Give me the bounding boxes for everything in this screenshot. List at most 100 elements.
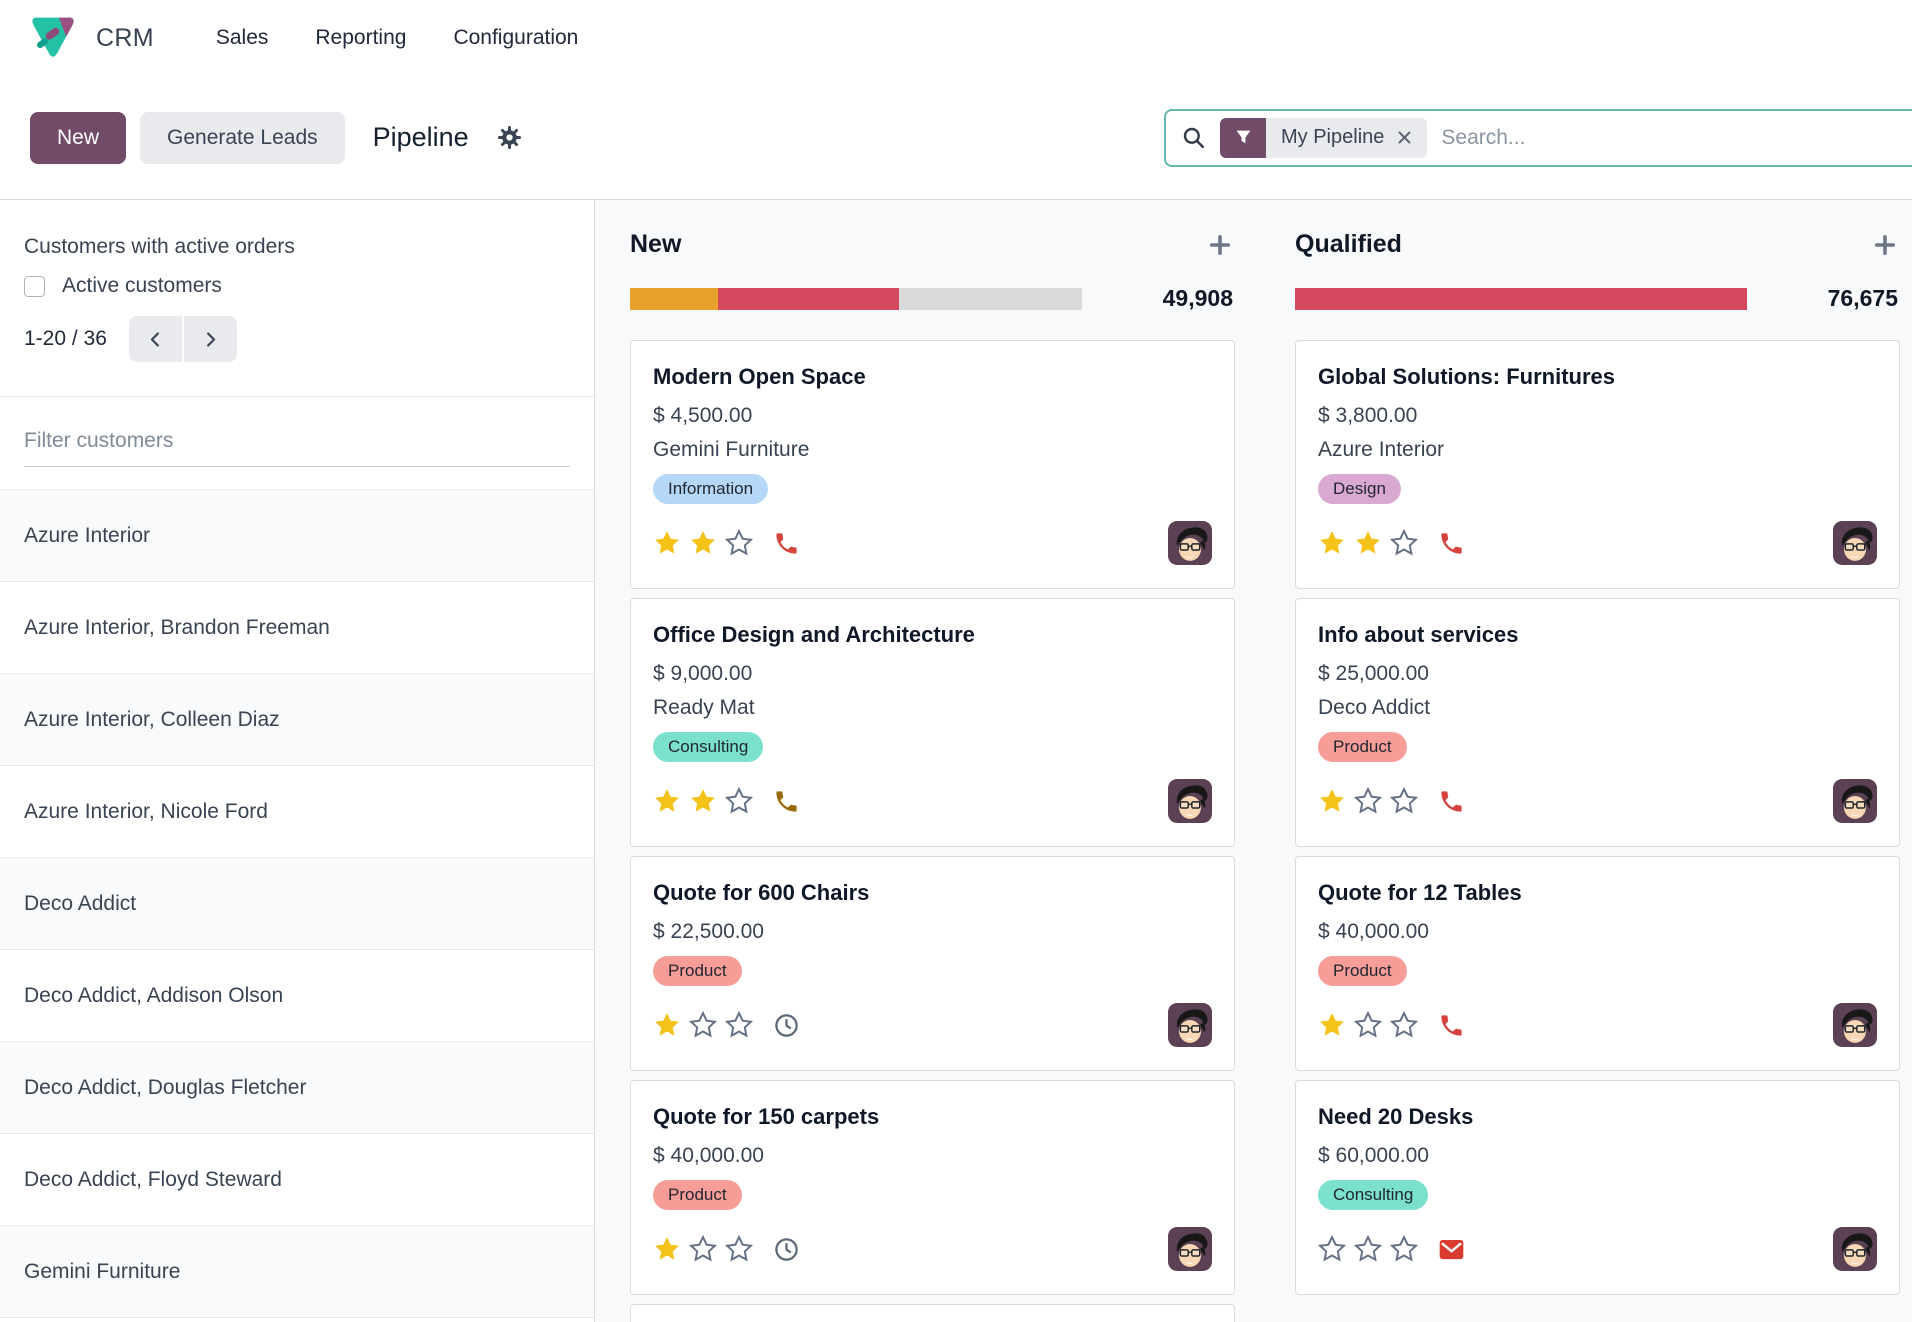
star-icon[interactable] [689,529,717,557]
activity-envelope-icon[interactable] [1438,1236,1465,1263]
customer-row[interactable]: Gemini Furniture [0,1226,594,1318]
star-icon[interactable] [725,529,753,557]
activity-phone-icon[interactable] [1438,1012,1465,1039]
salesperson-avatar [1833,521,1877,565]
kanban-card[interactable]: Office Design and Architecture $ 9,000.0… [630,598,1235,847]
card-amount: $ 3,800.00 [1318,404,1418,427]
star-icon[interactable] [1318,1235,1346,1263]
card-tag: Product [1318,732,1407,762]
customer-row[interactable]: Azure Interior, Colleen Diaz [0,674,594,766]
column-total: 76,675 [1827,285,1898,311]
star-icon[interactable] [653,787,681,815]
card-amount: $ 40,000.00 [653,1144,764,1167]
customer-list: Azure Interior Azure Interior, Brandon F… [0,489,594,1318]
new-button[interactable]: New [30,111,127,164]
activity-phone-icon[interactable] [773,530,800,557]
filter-customers-input[interactable] [24,429,570,467]
crm-app-icon[interactable] [28,15,78,61]
star-icon[interactable] [1390,1011,1418,1039]
add-card-button[interactable] [1209,234,1231,256]
customer-name: Azure Interior, Nicole Ford [24,799,268,823]
customer-name: Deco Addict [24,891,137,915]
pager-next-button[interactable] [183,316,237,362]
priority-stars [653,787,753,815]
card-title: Office Design and Architecture [653,622,975,647]
activity-phone-icon[interactable] [1438,788,1465,815]
column-progressbar[interactable] [1295,287,1747,310]
customer-row[interactable]: Azure Interior, Nicole Ford [0,766,594,858]
customer-name: Deco Addict, Floyd Steward [24,1167,282,1191]
gear-icon[interactable] [497,125,522,150]
progressbar-segment[interactable] [718,287,899,310]
column-total: 49,908 [1162,285,1233,311]
star-icon[interactable] [1318,787,1346,815]
pipeline-kanban-board: New 49,908 Modern Open Space $ 4,500.00 … [595,200,1912,1322]
star-icon[interactable] [1318,529,1346,557]
nav-menu-item[interactable]: Sales [215,26,269,49]
chevron-left-icon [150,331,159,347]
star-icon[interactable] [725,1235,753,1263]
activity-phone-icon[interactable] [1438,530,1465,557]
pager-previous-button[interactable] [128,316,182,362]
kanban-card[interactable]: Quote for 12 Tables $ 40,000.00 Product [1295,856,1900,1071]
star-icon[interactable] [1390,529,1418,557]
kanban-card[interactable]: Need 20 Desks $ 60,000.00 Consulting [1295,1080,1900,1295]
activity-phone-icon[interactable] [773,788,800,815]
customer-row[interactable]: Deco Addict, Addison Olson [0,950,594,1042]
star-icon[interactable] [653,1011,681,1039]
star-icon[interactable] [689,787,717,815]
card-company: Azure Interior [1318,438,1445,461]
progressbar-segment[interactable] [898,287,1082,310]
priority-stars [1318,1011,1418,1039]
salesperson-avatar [1168,1003,1212,1047]
kanban-card[interactable]: Quote for 150 carpets $ 40,000.00 Produc… [630,1080,1235,1295]
search-bar[interactable]: My Pipeline [1164,108,1912,167]
nav-menu-item[interactable]: Configuration [453,26,579,49]
activity-clock-icon[interactable] [773,1236,800,1263]
star-icon[interactable] [653,1235,681,1263]
salesperson-avatar [1168,779,1212,823]
star-icon[interactable] [1390,1235,1418,1263]
star-icon[interactable] [1354,787,1382,815]
kanban-card[interactable]: Info about services $ 25,000.00 Deco Add… [1295,598,1900,847]
star-icon[interactable] [1390,787,1418,815]
star-icon[interactable] [725,1011,753,1039]
card-title: Info about services [1318,622,1519,647]
progressbar-segment[interactable] [630,287,719,310]
search-facet: My Pipeline [1220,117,1428,158]
customer-row[interactable]: Deco Addict [0,858,594,950]
facet-remove-icon[interactable] [1397,130,1412,145]
customer-name: Azure Interior, Brandon Freeman [24,615,330,639]
kanban-card[interactable]: Modern Open Space $ 4,500.00 Gemini Furn… [630,340,1235,589]
star-icon[interactable] [725,787,753,815]
activity-clock-icon[interactable] [773,1012,800,1039]
customer-name: Deco Addict, Douglas Fletcher [24,1075,307,1099]
chevron-right-icon [206,331,216,347]
customer-row[interactable]: Azure Interior [0,490,594,582]
customer-row[interactable]: Azure Interior, Brandon Freeman [0,582,594,674]
star-icon[interactable] [653,529,681,557]
kanban-card[interactable]: Quote for 600 Chairs $ 22,500.00 Product [630,856,1235,1071]
breadcrumb-title: Pipeline [372,122,469,152]
add-card-button[interactable] [1874,234,1896,256]
star-icon[interactable] [1354,1235,1382,1263]
star-icon[interactable] [1354,529,1382,557]
star-icon[interactable] [689,1235,717,1263]
priority-stars [1318,787,1418,815]
active-customers-checkbox[interactable] [24,275,45,297]
star-icon[interactable] [689,1011,717,1039]
generate-leads-button[interactable]: Generate Leads [140,111,345,164]
kanban-card[interactable]: Global Solutions: Furnitures $ 3,800.00 … [1295,340,1900,589]
sidebar-heading: Customers with active orders [24,235,295,258]
customer-row[interactable]: Deco Addict, Douglas Fletcher [0,1042,594,1134]
progressbar-segment[interactable] [1295,287,1747,310]
column-progressbar[interactable] [630,287,1082,310]
customer-row[interactable]: Deco Addict, Floyd Steward [0,1134,594,1226]
nav-menu: Sales Reporting Configuration [216,26,579,50]
kanban-card-partial[interactable] [630,1304,1235,1322]
nav-menu-item[interactable]: Reporting [315,26,407,49]
star-icon[interactable] [1318,1011,1346,1039]
search-input[interactable] [1441,125,1896,150]
star-icon[interactable] [1354,1011,1382,1039]
column-title: New [630,230,682,258]
